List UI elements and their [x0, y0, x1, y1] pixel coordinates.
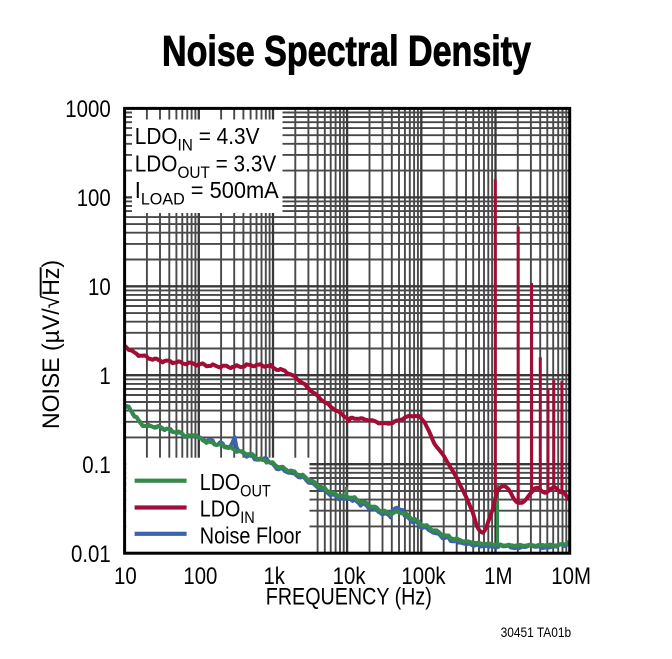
svg-text:1000: 1000 [65, 96, 110, 123]
svg-text:ILOAD​ = 500mA: ILOAD​ = 500mA [135, 177, 280, 209]
svg-text:1k: 1k [263, 563, 285, 590]
svg-text:1M: 1M [484, 563, 512, 590]
svg-text:Noise Spectral Density: Noise Spectral Density [162, 28, 531, 76]
svg-text:100k: 100k [401, 563, 446, 590]
svg-text:FREQUENCY (Hz): FREQUENCY (Hz) [266, 583, 432, 610]
svg-text:10: 10 [88, 274, 111, 301]
svg-text:100: 100 [77, 185, 111, 212]
svg-text:10M: 10M [551, 563, 591, 590]
svg-text:LDOOUT​ = 3.3V: LDOOUT​ = 3.3V [135, 151, 277, 183]
svg-text:1: 1 [99, 363, 110, 390]
svg-text:0.01: 0.01 [71, 541, 111, 568]
svg-text:10k: 10k [333, 563, 367, 590]
svg-text:LDOOUT​: LDOOUT​ [200, 469, 271, 501]
svg-text:NOISE (µV/√Hz): NOISE (µV/√Hz) [38, 260, 65, 429]
svg-text:0.1: 0.1 [82, 452, 110, 479]
svg-text:100: 100 [183, 563, 217, 590]
svg-text:10: 10 [114, 563, 137, 590]
svg-text:LDOIN​ = 4.3V: LDOIN​ = 4.3V [135, 123, 260, 155]
svg-text:Noise Floor: Noise Floor [200, 522, 302, 548]
svg-text:LDOIN​: LDOIN​ [200, 496, 255, 528]
svg-text:30451 TA01b: 30451 TA01b [501, 625, 572, 640]
